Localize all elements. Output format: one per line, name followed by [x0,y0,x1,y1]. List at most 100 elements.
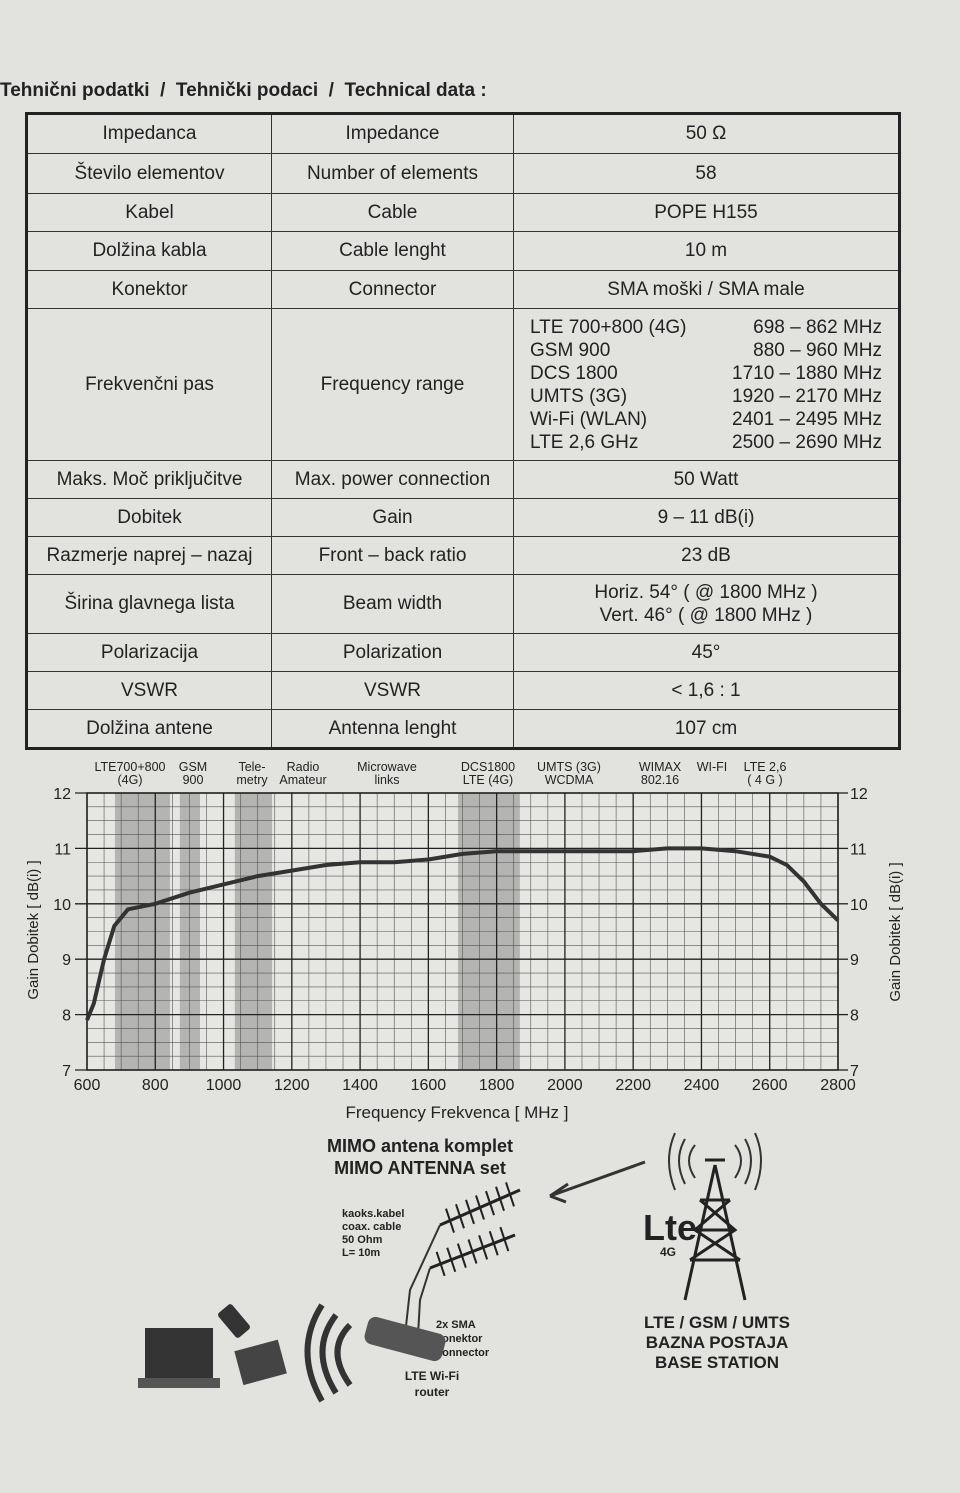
value-line: Vert. 46° ( @ 1800 MHz ) [599,605,813,626]
table-cell: Horiz. 54° ( @ 1800 MHz ) Vert. 46° ( @ 1… [513,574,900,634]
spec-table: Impedanca Impedance 50 Ω Število elementov N… [25,112,901,750]
band-name: GSM 900 [530,339,611,361]
y-tick-label: 12 [53,786,71,803]
phone [218,1304,250,1338]
band-label: GSM [179,760,207,774]
x-tick-label: 1000 [206,1077,242,1094]
diagram-text: 4G [660,1245,676,1259]
table-cell: VSWR [271,671,514,710]
frequency-line: UMTS (3G) 1920 – 2170 MHz [520,385,892,408]
table-cell: Impedance [271,113,514,154]
band-label: WCDMA [545,773,594,787]
table-cell: Connector [271,270,514,309]
diagram-text: router [415,1385,450,1399]
table-cell: Cable lenght [271,231,514,271]
table-cell: Front – back ratio [271,536,514,575]
y2-axis-title: Gain Dobitek [ dB(i) ] [887,862,904,1001]
tower [683,1158,747,1301]
y2-tick-label: 10 [850,897,868,914]
band-range: 1710 – 1880 MHz [732,362,882,384]
table-row: VSWR VSWR < 1,6 : 1 [26,671,900,710]
antenna-element [478,1235,489,1260]
y2-tick-label: 9 [850,952,859,969]
antenna-element [505,1182,515,1207]
y-tick-label: 8 [62,1008,71,1025]
value-line: Horiz. 54° ( @ 1800 MHz ) [594,582,818,603]
band-range: 2401 – 2495 MHz [732,408,882,430]
y-tick-label: 9 [62,952,71,969]
table-cell: Antenna lenght [271,709,514,749]
table-row: Dobitek Gain 9 – 11 dB(i) [26,498,900,537]
band-label: Radio [287,760,320,774]
table-cell: Polarizacija [26,633,272,672]
y2-tick-label: 11 [850,841,867,858]
signal-wave [678,1138,686,1185]
table-cell: Cable [271,193,514,232]
antenna-element [445,1208,455,1233]
diagram-text: konektor [436,1333,483,1345]
band-range: 2500 – 2690 MHz [732,431,882,453]
band-name: LTE 2,6 GHz [530,431,639,453]
antenna-element [488,1230,499,1256]
table-cell: Razmerje naprej – nazaj [26,536,272,575]
x-tick-label: 2800 [820,1077,856,1094]
table-cell: 23 dB [513,536,900,575]
table-cell: 9 – 11 dB(i) [513,498,900,537]
y2-tick-label: 7 [850,1063,859,1080]
band-label: links [374,773,399,787]
antenna-element [499,1226,510,1252]
y2-tick-label: 8 [850,1008,859,1025]
band-label: LTE 2,6 [744,760,787,774]
signal-wave [668,1132,676,1191]
tablet [234,1339,287,1386]
antenna-element [475,1195,485,1220]
laptop-base [138,1378,220,1388]
x-tick-label: 1600 [411,1077,447,1094]
table-cell: Maks. Moč priključitve [26,460,272,499]
table-cell: POPE H155 [513,193,900,232]
table-cell: Širina glavnega lista [26,574,272,634]
router [364,1316,446,1362]
frequency-line: LTE 700+800 (4G) 698 – 862 MHz [520,316,892,339]
band-label: Microwave [357,760,417,774]
frequency-line: Wi-Fi (WLAN) 2401 – 2495 MHz [520,408,892,431]
table-cell: Number of elements [271,153,514,194]
table-cell: 50 Ω [513,113,900,154]
band-label: LTE700+800 [94,760,165,774]
y2-tick-label: 12 [850,786,868,803]
table-row: Kabel Cable POPE H155 [26,193,900,232]
x-tick-label: 800 [142,1077,169,1094]
arrow [549,1160,646,1204]
band-label: WI-FI [697,760,728,774]
band-name: DCS 1800 [530,362,618,384]
signal-wave [754,1132,762,1191]
antenna-element [485,1190,495,1216]
diagram-text: 50 Ohm [342,1234,383,1246]
table-row: Impedanca Impedance 50 Ω [26,113,900,154]
table-row: Konektor Connector SMA moški / SMA male [26,270,900,309]
table-cell: 107 cm [513,709,900,749]
y-tick-label: 10 [53,897,71,914]
diagram-text: MIMO antena komplet [327,1136,513,1156]
diagram-text: Lte [643,1207,697,1248]
table-cell: LTE 700+800 (4G) 698 – 862 MHz GSM 900 880 … [513,308,900,461]
wifi-wave [319,1313,339,1395]
band-range: 698 – 862 MHz [753,316,882,338]
diagram-text: BAZNA POSTAJA [646,1333,789,1352]
signal-wave [734,1144,742,1179]
table-row: Dolžina antene Antenna lenght 107 cm [26,709,900,749]
x-tick-label: 2000 [547,1077,583,1094]
table-body: Impedanca Impedance 50 Ω Število elementov N… [26,113,900,749]
table-cell: Beam width [271,574,514,634]
diagram-text: MIMO ANTENNA set [334,1158,506,1178]
band-name: UMTS (3G) [530,385,628,407]
table-row: Razmerje naprej – nazaj Front – back rati… [26,536,900,575]
table-cell: Frekvenčni pas [26,308,272,461]
diagram-text: connector [436,1347,490,1359]
table-cell: Kabel [26,193,272,232]
table-cell: Gain [271,498,514,537]
table-cell: 10 m [513,231,900,271]
table-cell: < 1,6 : 1 [513,671,900,710]
band-label: Amateur [279,773,326,787]
